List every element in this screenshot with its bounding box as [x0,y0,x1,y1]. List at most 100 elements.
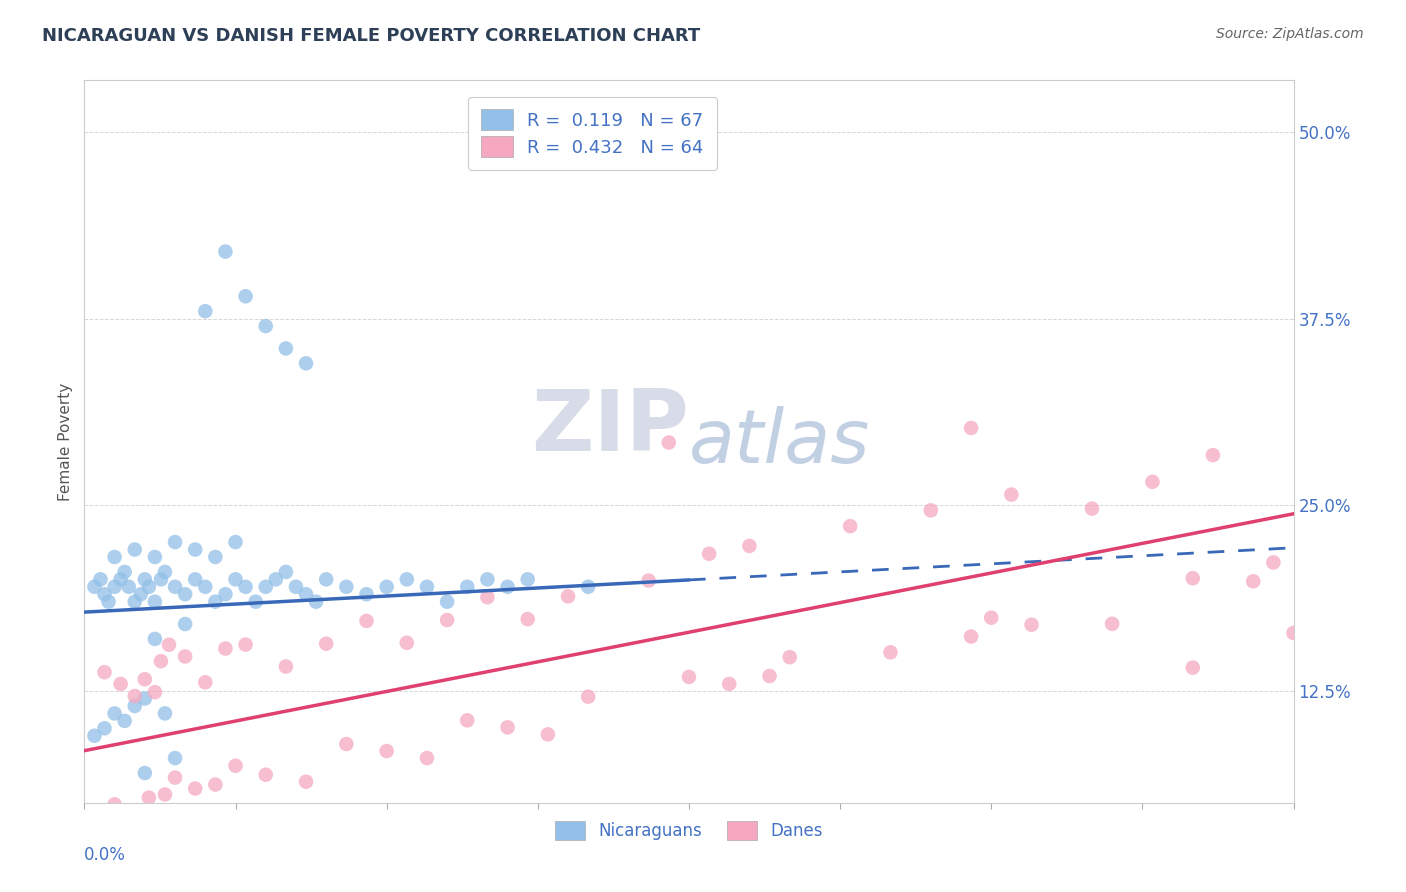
Point [416,751,439,765]
Point [658,435,681,450]
Point [1000,487,1022,501]
Point [980,610,1002,624]
Point [718,677,741,691]
Point [114,714,136,728]
Point [129,807,152,822]
Point [124,595,146,609]
Point [89,572,111,586]
Point [93,665,115,680]
Point [274,342,297,356]
Point [1241,574,1264,589]
Point [129,587,152,601]
Point [134,766,156,780]
Point [335,737,357,751]
Point [134,672,156,686]
Point [395,572,418,586]
Point [157,638,180,652]
Point [110,572,132,586]
Point [184,572,207,586]
Point [104,706,127,721]
Point [93,721,115,735]
Point [214,641,236,656]
Point [1181,660,1204,674]
Y-axis label: Female Poverty: Female Poverty [58,383,73,500]
Point [697,547,720,561]
Point [245,595,267,609]
Point [356,587,378,601]
Point [496,580,519,594]
Point [149,654,172,668]
Point [637,574,659,588]
Point [1181,571,1204,585]
Point [143,549,166,564]
Point [1101,616,1123,631]
Point [214,244,236,259]
Point [315,572,337,586]
Point [194,304,217,318]
Point [758,669,780,683]
Point [264,572,287,586]
Point [356,614,378,628]
Point [204,549,226,564]
Point [83,729,105,743]
Point [165,771,187,785]
Point [254,768,277,782]
Point [225,758,247,772]
Point [165,580,187,594]
Point [496,720,519,734]
Point [960,421,983,435]
Point [153,565,176,579]
Point [557,590,579,604]
Point [436,613,458,627]
Point [83,580,105,594]
Point [678,670,700,684]
Point [174,617,197,632]
Point [194,580,217,594]
Point [143,632,166,646]
Point [114,565,136,579]
Point [143,595,166,609]
Point [204,595,226,609]
Text: atlas: atlas [689,406,870,477]
Point [477,572,499,586]
Point [960,630,983,644]
Point [456,714,478,728]
Point [124,542,146,557]
Point [83,811,105,825]
Point [254,580,277,594]
Point [174,649,197,664]
Point [204,778,226,792]
Point [1263,556,1285,570]
Point [235,638,257,652]
Point [104,549,127,564]
Point [104,797,127,812]
Point [576,690,599,704]
Point [225,572,247,586]
Point [375,580,398,594]
Point [214,587,236,601]
Point [134,572,156,586]
Point [920,503,942,517]
Point [1282,626,1305,640]
Point [295,774,318,789]
Text: Source: ZipAtlas.com: Source: ZipAtlas.com [1216,27,1364,41]
Point [174,587,197,601]
Point [1202,448,1225,462]
Point [165,535,187,549]
Point [114,810,136,824]
Text: NICARAGUAN VS DANISH FEMALE POVERTY CORRELATION CHART: NICARAGUAN VS DANISH FEMALE POVERTY CORR… [42,27,700,45]
Point [153,706,176,721]
Point [295,356,318,370]
Point [153,788,176,802]
Point [165,751,187,765]
Point [138,790,160,805]
Point [516,612,538,626]
Point [738,539,761,553]
Point [375,744,398,758]
Point [537,727,560,741]
Point [516,572,538,586]
Point [477,591,499,605]
Point [315,637,337,651]
Point [110,677,132,691]
Point [839,519,862,533]
